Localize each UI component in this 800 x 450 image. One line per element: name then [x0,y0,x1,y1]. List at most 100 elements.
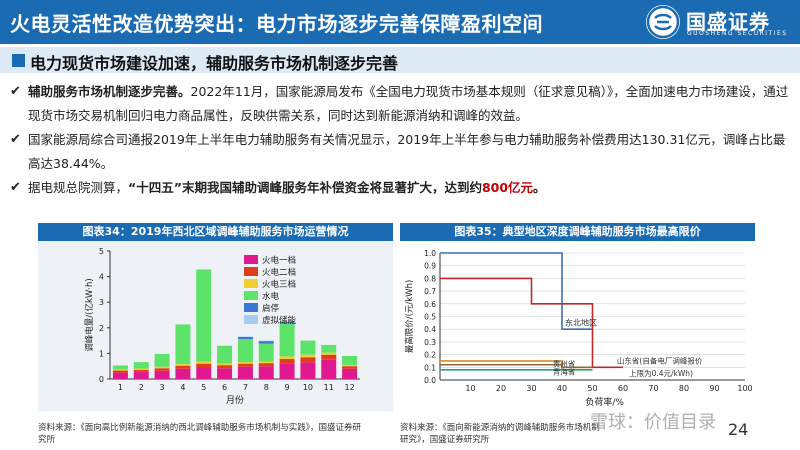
legend-swatch [244,279,258,288]
bar-segment [279,356,295,360]
bar-segment [258,343,274,362]
x-tick-label: 8 [264,383,269,392]
bar-segment [258,366,274,379]
bar-segment [154,368,170,371]
bullet-bold-text: “十四五”末期我国辅助调峰服务年补偿资金将显著扩大，达到约 [128,180,482,195]
annotation-label: 上限为0.4元/kWh) [629,368,693,378]
y-tick-label: 3 [99,298,104,307]
x-tick-label: 6 [222,383,227,392]
y-tick-label: 0.0 [424,376,436,385]
bullet-item: ✔ 国家能源局综合司通报2019年上半年电力辅助服务有关情况显示，2019年上半… [10,128,790,176]
bar-segment [112,369,128,371]
bar-segment [112,370,128,373]
x-tick-label: 20 [496,384,506,393]
x-tick-label: 90 [709,384,719,393]
bar-segment [133,368,149,370]
y-tick-label: 0.9 [424,262,436,271]
bar-segment [196,367,212,379]
annotation-label: 贵州省 [553,359,576,369]
bar-segment [237,336,253,338]
bar-segment [279,321,295,324]
x-tick-label: 50 [587,384,597,393]
x-tick-label: 2 [139,383,144,392]
x-tick-label: 7 [243,383,248,392]
page-number: 24 [728,420,749,439]
x-tick-label: 1 [118,383,123,392]
y-axis-label: 调峰电量/(亿kW·h) [84,278,95,351]
figure35-source: 资料来源：《面向新能源消纳的调峰辅助服务市场机制研究》，国盛证券研究所 [400,423,600,445]
x-tick-label: 30 [526,384,536,393]
bar-segment [154,370,170,379]
x-tick-label: 40 [557,384,567,393]
x-tick-label: 12 [344,383,354,392]
logo-mark-icon [646,5,680,39]
annotation-label: 青海省 [553,366,576,376]
bar-segment [279,359,295,364]
bar-segment [300,362,316,379]
section-title: 电力现货市场建设加速，辅助服务市场机制逐步完善 [30,54,399,73]
bar-segment [217,365,233,369]
bar-segment [258,340,274,342]
legend-swatch [244,291,258,300]
checkmark-icon: ✔ [10,180,21,195]
bar-segment [175,368,191,379]
bar-segment [237,363,253,367]
bar-segment [196,361,212,364]
bar-segment [217,368,233,379]
x-axis-label: 负荷率/% [585,396,624,408]
bar-segment [342,364,358,367]
bar-segment [321,354,337,360]
y-tick-label: 0.2 [424,351,436,360]
bar-segment [342,368,358,379]
y-tick-label: 0 [99,375,104,384]
x-tick-label: 10 [303,383,313,392]
legend-swatch [244,315,258,324]
company-logo: 国盛证券 GUOSHENG SECURITIES [646,4,796,42]
bar-segment [279,363,295,379]
figure34-title: 图表34：2019年西北区域调峰辅助服务市场运营情况 [38,223,393,241]
bar-segment [112,372,128,379]
bar-segment [112,365,128,370]
bar-segment [258,363,274,367]
legend-label: 火电一档 [262,255,296,266]
bar-segment [237,339,253,363]
bar-segment [175,364,191,366]
bar-segment [217,345,233,364]
page-title: 火电灵活性改造优势突出：电力市场逐步完善保障盈利空间 [10,12,543,36]
chart-background [38,241,393,411]
logo-text-en: GUOSHENG SECURITIES [687,30,788,37]
y-tick-label: 4 [99,273,104,282]
x-tick-label: 3 [160,383,165,392]
bar-segment [279,321,295,322]
section-marker-icon [12,54,25,67]
series-line [440,277,623,369]
x-tick-label: 100 [737,384,752,393]
y-tick-label: 0.5 [424,313,436,322]
legend-label: 虚拟储能 [262,315,297,326]
y-tick-label: 5 [99,247,104,256]
y-tick-label: 0.8 [424,274,436,283]
bar-segment [258,361,274,364]
legend-label: 启停 [262,303,280,314]
bullet-text: 国家能源局综合司通报2019年上半年电力辅助服务有关情况显示，2019年上半年参… [28,132,786,171]
y-tick-label: 2 [99,324,104,333]
legend-label: 火电三档 [262,279,296,290]
bullet-highlight: 800亿元 [481,180,534,195]
watermark: 雪球：价值目录 [590,412,716,433]
logo-text-cn: 国盛证券 [686,10,770,34]
bar-segment [342,366,358,369]
annotation-label: 山东省(自备电厂调峰报价 [617,355,703,365]
bar-segment [175,324,191,365]
legend-swatch [244,255,258,264]
y-tick-label: 1 [99,349,104,358]
x-tick-label: 80 [679,384,689,393]
bar-segment [196,363,212,368]
y-tick-label: 0.4 [424,325,436,334]
figure35-chart: 0.0 0.1 0.2 0.3 0.4 0.5 0.6 0.7 0.8 0.9 1.0 10 20 30 4… [400,241,755,411]
bar-segment [300,340,316,355]
y-tick-label: 0.7 [424,287,436,296]
x-tick-label: 10 [465,384,475,393]
figure35: 图表35：典型地区深度调峰辅助服务市场最高限价 0.0 0.1 0.2 0.3 0.4 0… [400,223,755,415]
figure34-source: 资料来源：《面向高比例新能源消纳的西北调峰辅助服务市场机制与实践》，国盛证券研究… [38,423,362,445]
